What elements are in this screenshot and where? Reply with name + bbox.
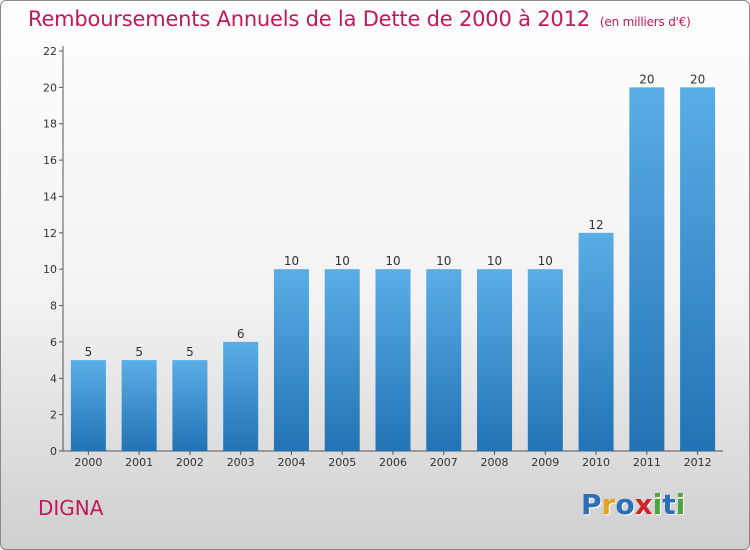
y-tick-label: 18	[43, 118, 57, 131]
bar	[578, 232, 614, 451]
bar	[680, 87, 716, 451]
x-tick-label: 2003	[227, 456, 255, 469]
y-tick-label: 6	[50, 336, 57, 349]
logo-letter: o	[615, 488, 635, 521]
bar	[629, 87, 665, 451]
y-tick-label: 12	[43, 227, 57, 240]
bar	[121, 360, 157, 451]
y-tick-label: 14	[43, 190, 57, 203]
y-tick-label: 2	[50, 409, 57, 422]
data-label: 10	[335, 254, 350, 268]
x-tick-label: 2010	[582, 456, 610, 469]
y-tick-label: 4	[50, 372, 57, 385]
x-tick-label: 2005	[328, 456, 356, 469]
y-tick-label: 10	[43, 263, 57, 276]
data-label: 10	[385, 254, 400, 268]
x-tick-label: 2008	[481, 456, 509, 469]
data-label: 6	[237, 327, 245, 341]
x-tick-label: 2011	[633, 456, 661, 469]
y-tick-label: 0	[50, 445, 57, 458]
bar	[223, 341, 259, 451]
data-label: 10	[487, 254, 502, 268]
data-label: 20	[639, 72, 654, 86]
data-label: 20	[690, 72, 705, 86]
logo-letter: P	[581, 488, 602, 521]
x-tick-label: 2007	[430, 456, 458, 469]
x-tick-label: 2006	[379, 456, 407, 469]
logo-letter: r	[601, 488, 616, 521]
data-label: 10	[436, 254, 451, 268]
logo-letter: t	[662, 488, 676, 521]
bar	[172, 360, 208, 451]
bar	[70, 360, 106, 451]
y-tick-label: 16	[43, 154, 57, 167]
chart-subtitle: (en milliers d'€)	[599, 15, 691, 29]
proxiti-logo: Proxiti	[581, 488, 685, 521]
chart-title: Remboursements Annuels de la Dette de 20…	[28, 7, 691, 31]
y-tick-label: 22	[43, 45, 57, 58]
bar	[324, 269, 360, 451]
data-label: 5	[85, 345, 93, 359]
x-tick-label: 2000	[74, 456, 102, 469]
x-tick-label: 2002	[176, 456, 204, 469]
data-label: 12	[588, 218, 603, 232]
bar	[477, 269, 513, 451]
x-tick-label: 2009	[531, 456, 559, 469]
y-tick-label: 8	[50, 300, 57, 313]
logo-letter: i	[675, 488, 686, 521]
x-tick-label: 2012	[684, 456, 712, 469]
logo-letter: i	[652, 488, 663, 521]
commune-name: DIGNA	[38, 496, 104, 520]
title-text: Remboursements Annuels de la Dette de 20…	[28, 7, 590, 31]
data-label: 5	[186, 345, 194, 359]
data-label: 10	[538, 254, 553, 268]
y-tick-label: 20	[43, 81, 57, 94]
bar	[273, 269, 309, 451]
x-tick-label: 2004	[277, 456, 305, 469]
data-label: 5	[135, 345, 143, 359]
logo-letter: x	[634, 488, 653, 521]
bar	[426, 269, 462, 451]
x-tick-label: 2001	[125, 456, 153, 469]
data-label: 10	[284, 254, 299, 268]
bar	[527, 269, 563, 451]
bar	[375, 269, 411, 451]
